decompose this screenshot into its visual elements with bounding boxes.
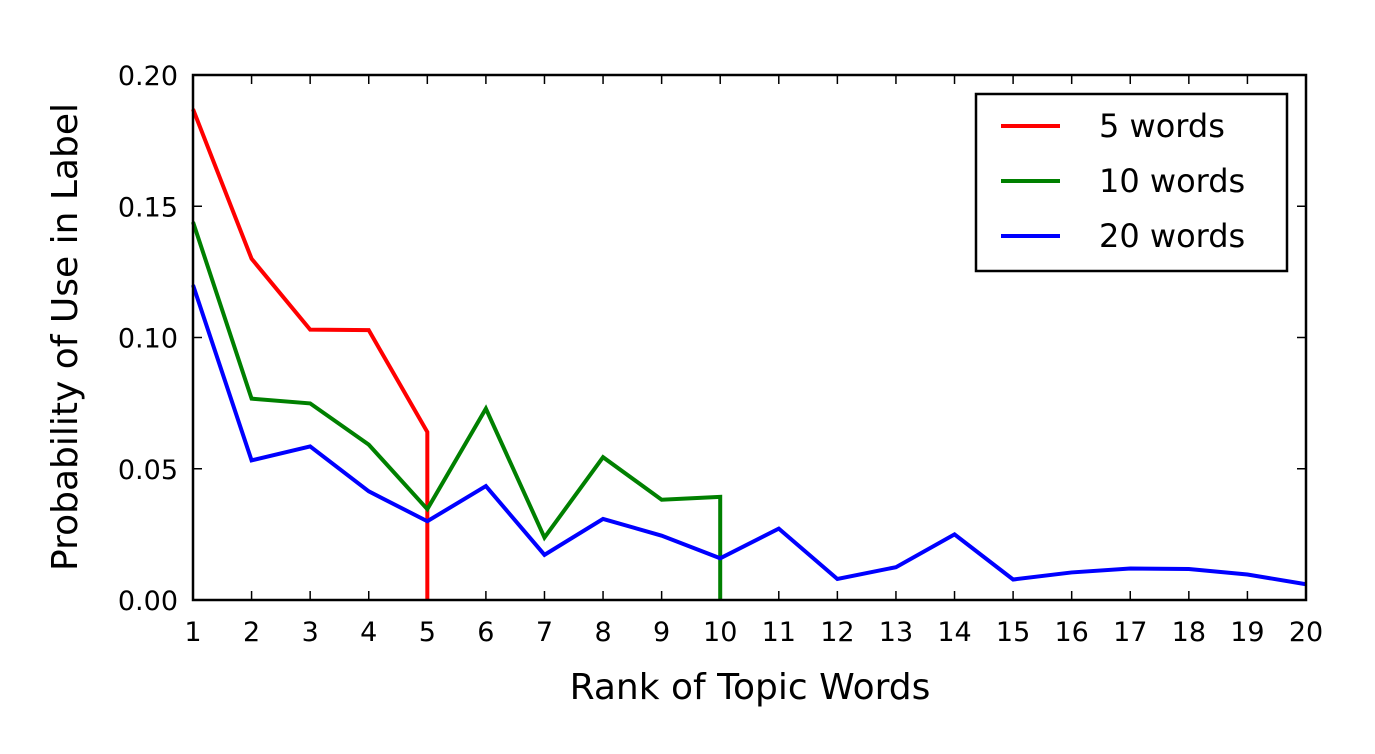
x-tick-label: 4 bbox=[360, 617, 377, 648]
x-tick-label: 5 bbox=[419, 617, 436, 648]
legend: 5 words 10 words 20 words bbox=[976, 94, 1287, 271]
x-tick-label: 18 bbox=[1172, 617, 1206, 648]
x-tick-label: 15 bbox=[996, 617, 1030, 648]
x-tick-label: 13 bbox=[879, 617, 913, 648]
x-tick-label: 20 bbox=[1289, 617, 1323, 648]
x-tick-label: 10 bbox=[703, 617, 737, 648]
x-axis-title: Rank of Topic Words bbox=[570, 667, 931, 708]
x-tick-label: 2 bbox=[243, 617, 260, 648]
y-tick-label: 0.00 bbox=[118, 586, 178, 617]
y-axis-title: Probability of Use in Label bbox=[45, 103, 86, 571]
x-tick-label: 12 bbox=[820, 617, 854, 648]
y-tick-label: 0.10 bbox=[118, 324, 178, 355]
x-tick-label: 6 bbox=[477, 617, 494, 648]
x-tick-label: 16 bbox=[1055, 617, 1089, 648]
y-tick-label: 0.20 bbox=[118, 61, 178, 92]
x-tick-label: 19 bbox=[1230, 617, 1264, 648]
x-tick-label: 14 bbox=[937, 617, 971, 648]
x-tick-label: 11 bbox=[762, 617, 796, 648]
x-tick-label: 9 bbox=[653, 617, 670, 648]
x-tick-label: 17 bbox=[1113, 617, 1147, 648]
x-tick-label: 1 bbox=[184, 617, 201, 648]
x-tick-label: 8 bbox=[594, 617, 611, 648]
legend-label: 10 words bbox=[1099, 162, 1245, 200]
y-tick-label: 0.15 bbox=[118, 192, 178, 223]
legend-label: 20 words bbox=[1099, 217, 1245, 255]
x-tick-label: 3 bbox=[302, 617, 319, 648]
y-tick-label: 0.05 bbox=[118, 455, 178, 486]
x-tick-label: 7 bbox=[536, 617, 553, 648]
legend-label: 5 words bbox=[1099, 107, 1225, 145]
